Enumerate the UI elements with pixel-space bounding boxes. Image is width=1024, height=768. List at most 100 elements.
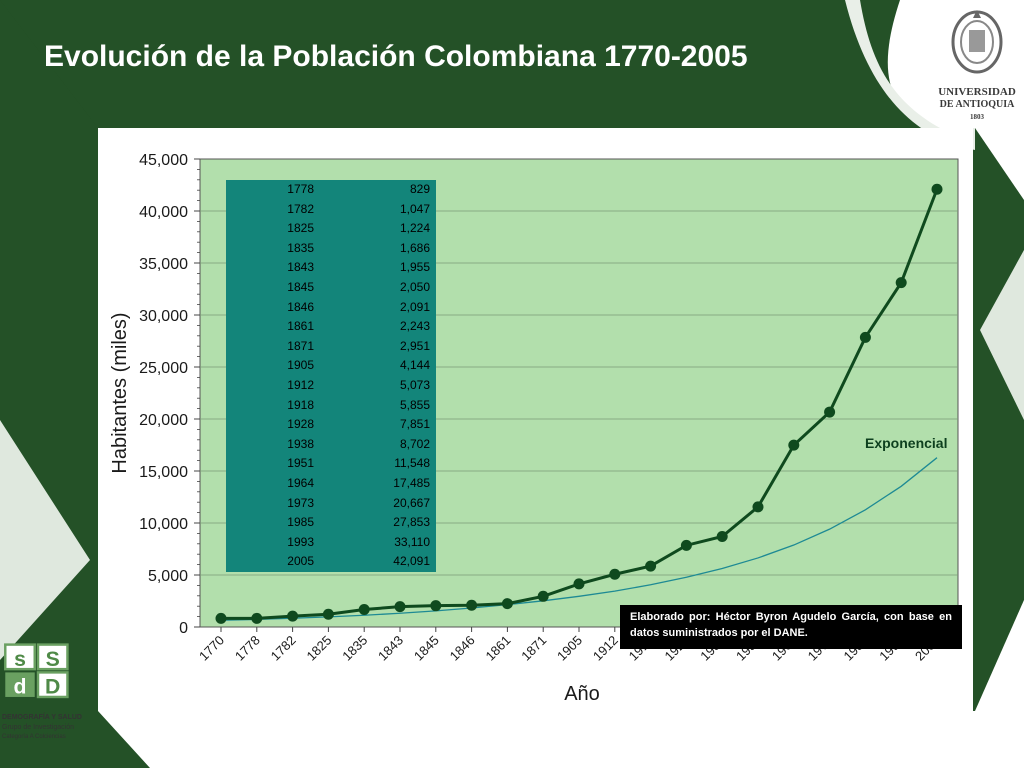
data-point	[394, 601, 406, 613]
logo-ua-line2: DE ANTIOQUIA	[939, 99, 1015, 110]
table-value-cell: 33,110	[394, 534, 430, 549]
table-year-cell: 1871	[287, 338, 314, 353]
data-point	[358, 603, 370, 615]
table-value-cell: 2,951	[399, 338, 430, 353]
table-year-cell: 1782	[287, 201, 314, 216]
university-logo: UNIVERSIDAD DE ANTIOQUIA 1803	[935, 4, 1019, 124]
data-point	[645, 560, 657, 572]
data-table: 1778 829 1782 1,047 1825 1,224 1835 1,686 1843 1,…	[226, 180, 436, 572]
table-year-cell: 1835	[287, 240, 314, 255]
data-point	[215, 612, 227, 624]
table-value-cell: 1,047	[399, 201, 430, 216]
table-row: 1951 11,548	[226, 454, 436, 474]
y-tick-label: 5,000	[148, 568, 188, 585]
table-row: 1846 2,091	[226, 298, 436, 318]
table-value-cell: 1,955	[399, 260, 430, 275]
data-point	[680, 539, 692, 551]
x-tick-label: 1835	[339, 633, 370, 664]
y-tick-label: 0	[179, 620, 188, 637]
x-tick-label: 1843	[375, 633, 406, 664]
table-row: 1912 5,073	[226, 376, 436, 396]
table-row: 1835 1,686	[226, 239, 436, 259]
trendline-exponencial	[220, 457, 938, 621]
y-tick-label: 10,000	[139, 516, 188, 533]
table-year-cell: 1861	[287, 319, 314, 334]
data-point	[931, 183, 943, 195]
y-tick-label: 45,000	[139, 152, 188, 169]
data-point	[716, 530, 728, 542]
table-row: 1993 33,110	[226, 533, 436, 553]
svg-text:S: S	[46, 647, 60, 671]
table-row: 1871 2,951	[226, 337, 436, 357]
table-value-cell: 27,853	[393, 515, 430, 530]
table-year-cell: 1905	[287, 358, 314, 373]
table-value-cell: 4,144	[399, 358, 430, 373]
table-row: 1861 2,243	[226, 317, 436, 337]
table-value-cell: 8,702	[399, 436, 430, 451]
table-row: 1843 1,955	[226, 258, 436, 278]
table-value-cell: 829	[409, 182, 430, 196]
table-row: 1928 7,851	[226, 415, 436, 435]
svg-text:s: s	[14, 647, 26, 671]
data-point	[573, 578, 585, 590]
table-year-cell: 1918	[287, 397, 314, 412]
data-point	[430, 600, 442, 612]
table-year-cell: 1825	[287, 221, 314, 236]
slide-title: Evolución de la Población Colombiana 177…	[44, 40, 748, 73]
table-value-cell: 1,224	[399, 221, 430, 236]
chart-panel: 0 5,000 10,000 15,000 20,000 25,000 30,000 35,0…	[98, 128, 973, 711]
table-value-cell: 20,667	[393, 495, 430, 510]
x-axis-label: Año	[564, 683, 600, 705]
logo-ua-line3: 1803	[970, 113, 984, 121]
x-tick-label: 1861	[482, 633, 513, 664]
x-tick-label: 1846	[447, 633, 478, 664]
x-tick-label: 1912	[590, 633, 621, 664]
table-row: 2005 42,091	[226, 552, 436, 572]
y-tick-label: 40,000	[139, 204, 188, 221]
table-row: 1782 1,047	[226, 200, 436, 220]
sd-logo-icon: s S d D	[4, 643, 69, 699]
table-year-cell: 1938	[287, 436, 314, 451]
table-year-cell: 1843	[287, 260, 314, 275]
data-point	[824, 406, 836, 418]
table-value-cell: 2,243	[399, 319, 430, 334]
table-row: 1973 20,667	[226, 494, 436, 514]
table-value-cell: 17,485	[393, 475, 430, 490]
svg-text:d: d	[14, 675, 27, 699]
table-year-cell: 1985	[287, 515, 314, 530]
table-year-cell: 1993	[287, 534, 314, 549]
data-point	[466, 599, 478, 611]
university-seal-icon	[951, 10, 1003, 74]
data-point	[895, 277, 907, 289]
table-row: 1825 1,224	[226, 219, 436, 239]
table-row: 1938 8,702	[226, 435, 436, 455]
table-year-cell: 1778	[287, 182, 314, 196]
table-year-cell: 1845	[287, 279, 314, 294]
table-row: 1905 4,144	[226, 356, 436, 376]
y-tick-label: 35,000	[139, 256, 188, 273]
table-year-cell: 1846	[287, 299, 314, 314]
table-value-cell: 5,073	[399, 377, 430, 392]
x-tick-label: 1871	[518, 633, 549, 664]
y-tick-label: 30,000	[139, 308, 188, 325]
y-tick-label: 15,000	[139, 464, 188, 481]
table-year-cell: 1973	[287, 495, 314, 510]
logo-ds-line1: DEMOGRAFÍA Y SALUD	[2, 714, 82, 721]
data-point	[287, 610, 299, 622]
research-group-logo: s S d D DEMOGRAFÍA Y SALUD Grupo de Inve…	[2, 640, 112, 750]
data-point	[788, 439, 800, 451]
table-value-cell: 1,686	[399, 240, 430, 255]
table-row: 1918 5,855	[226, 396, 436, 416]
data-point	[752, 501, 764, 513]
x-tick-label: 1782	[268, 633, 299, 664]
source-note: Elaborado por: Héctor Byron Agudelo Garc…	[620, 605, 962, 649]
y-tick-label: 20,000	[139, 412, 188, 429]
table-value-cell: 7,851	[399, 417, 430, 432]
y-tick-label: 25,000	[139, 360, 188, 377]
data-point	[859, 331, 871, 343]
data-point	[537, 590, 549, 602]
data-point	[501, 598, 513, 610]
logo-ds-line3: Categoría A Colciencias	[2, 734, 66, 740]
table-value-cell: 11,548	[394, 456, 430, 471]
logo-ua-line1: UNIVERSIDAD	[938, 86, 1016, 98]
